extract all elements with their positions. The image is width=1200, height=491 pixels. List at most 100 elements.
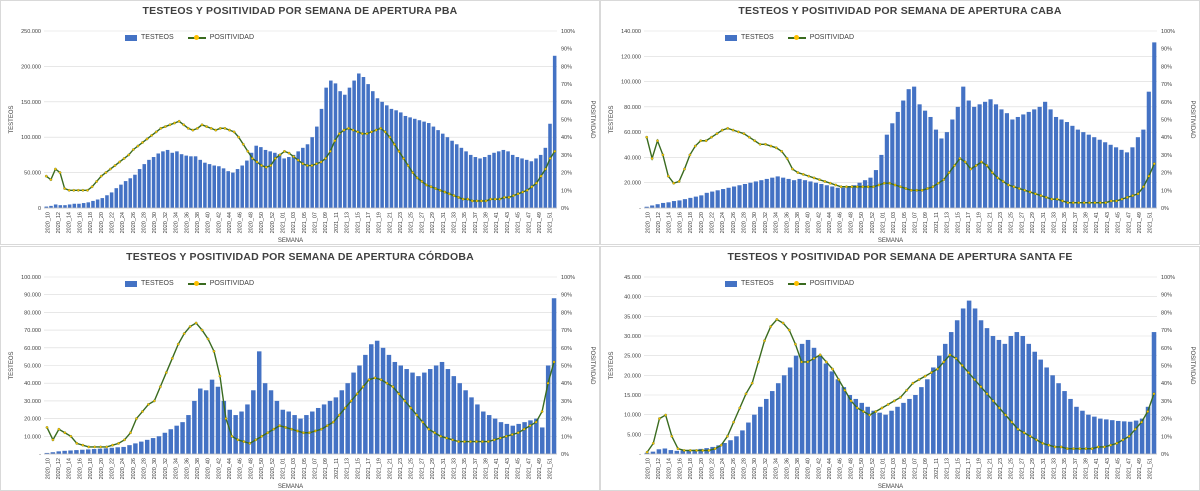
testeos-bar xyxy=(823,363,829,454)
positividad-point xyxy=(1017,187,1021,190)
testeos-bar xyxy=(890,123,895,208)
testeos-bar xyxy=(662,448,668,454)
positividad-point xyxy=(540,410,544,413)
testeos-bar xyxy=(644,206,649,208)
y-tick-label: 40.000 xyxy=(624,295,641,301)
positividad-point xyxy=(164,125,167,128)
x-tick-label: 2020_30 xyxy=(752,212,758,233)
x-tick-label: 2021_11 xyxy=(334,212,340,233)
positividad-point xyxy=(1131,194,1135,197)
testeos-bar xyxy=(913,395,918,454)
testeos-bar xyxy=(895,111,900,208)
positividad-point xyxy=(546,381,550,385)
positividad-point xyxy=(658,417,661,420)
testeos-bar xyxy=(522,422,527,454)
x-tick-label: 2021_01 xyxy=(880,212,886,233)
testeos-bar xyxy=(464,151,468,208)
x-tick-label: 2020_18 xyxy=(688,212,694,233)
positividad-point xyxy=(93,445,97,449)
positividad-point xyxy=(223,127,227,130)
x-tick-label: 2020_26 xyxy=(131,212,137,233)
testeos-bar xyxy=(775,176,780,208)
y2-axis-title: POSITIVIDAD xyxy=(1189,346,1195,385)
testeos-bar xyxy=(710,191,715,208)
positividad-point xyxy=(498,436,502,440)
positividad-point xyxy=(191,128,195,132)
x-tick-label: 2020_48 xyxy=(848,458,854,479)
testeos-bar xyxy=(862,180,868,208)
x-tick-label: 2020_26 xyxy=(731,212,737,233)
testeos-bar xyxy=(58,205,63,208)
y2-tick-label: 0% xyxy=(561,452,569,458)
x-tick-label: 2021_05 xyxy=(302,212,308,233)
x-tick-label: 2021_21 xyxy=(387,212,393,233)
positividad-point xyxy=(212,349,216,353)
x-tick-label: 2020_38 xyxy=(795,212,801,233)
chart-panel-pba: TESTEOS Y POSITIVIDAD POR SEMANA DE APER… xyxy=(0,0,600,245)
legend-line-swatch xyxy=(787,34,806,40)
x-tick-label: 2020_46 xyxy=(238,458,244,479)
testeos-bar xyxy=(955,106,960,208)
positividad-point xyxy=(868,413,871,417)
positividad-point xyxy=(855,185,859,189)
positividad-point xyxy=(522,427,526,431)
testeos-bar xyxy=(445,137,450,208)
positividad-point xyxy=(650,157,654,160)
x-tick-label: 2020_26 xyxy=(731,458,737,479)
positividad-point xyxy=(434,187,437,190)
testeos-bar xyxy=(282,158,286,208)
positividad-point xyxy=(758,142,762,146)
y2-axis-title: POSITIVIDAD xyxy=(589,100,595,139)
positividad-point xyxy=(1134,427,1137,431)
positividad-point xyxy=(1147,174,1151,178)
testeos-bar xyxy=(759,180,764,208)
testeos-bar xyxy=(473,157,478,208)
testeos-bar xyxy=(710,446,715,454)
positividad-point xyxy=(548,157,552,160)
positividad-point xyxy=(342,128,346,132)
positividad-point xyxy=(1044,196,1048,199)
x-tick-label: 2021_21 xyxy=(387,458,393,479)
positividad-point xyxy=(1093,201,1097,205)
testeos-bar xyxy=(77,203,81,208)
y-tick-label: 35.000 xyxy=(624,314,641,320)
x-tick-label: 2021_11 xyxy=(934,212,940,233)
positividad-point xyxy=(176,342,180,346)
testeos-bar xyxy=(996,339,1002,454)
testeos-bar xyxy=(151,157,156,208)
testeos-bar xyxy=(436,130,440,208)
testeos-bar xyxy=(254,145,258,208)
positividad-point xyxy=(787,328,791,332)
positividad-point xyxy=(534,420,538,424)
y-tick-label: 250.000 xyxy=(21,29,41,35)
testeos-bar xyxy=(857,182,862,208)
positividad-point xyxy=(1090,447,1094,451)
positividad-point xyxy=(866,185,870,189)
positividad-point xyxy=(230,434,234,438)
positividad-point xyxy=(877,183,881,187)
testeos-bar xyxy=(1075,129,1080,208)
x-tick-label: 2020_28 xyxy=(142,212,148,233)
positividad-point xyxy=(780,150,784,153)
testeos-bar xyxy=(410,372,415,454)
x-tick-label: 2021_51 xyxy=(548,458,554,479)
y2-tick-label: 80% xyxy=(1161,64,1172,70)
positividad-point xyxy=(845,185,848,189)
y2-tick-label: 80% xyxy=(561,310,572,316)
positividad-point xyxy=(290,427,293,431)
x-tick-label: 2020_28 xyxy=(742,212,748,233)
x-tick-label: 2021_03 xyxy=(291,212,297,233)
testeos-bar xyxy=(950,119,955,208)
testeos-bar xyxy=(184,155,189,208)
x-tick-label: 2020_46 xyxy=(238,212,244,233)
testeos-bar xyxy=(180,422,185,454)
positividad-point xyxy=(1115,199,1118,203)
positividad-point xyxy=(493,438,496,442)
positividad-point xyxy=(861,185,865,189)
testeos-bar xyxy=(363,354,368,454)
y-tick-label: - xyxy=(639,452,641,458)
x-tick-label: 2021_35 xyxy=(462,212,468,233)
testeos-bar xyxy=(1014,332,1020,454)
positividad-point xyxy=(319,160,323,164)
positividad-point xyxy=(1066,201,1070,205)
